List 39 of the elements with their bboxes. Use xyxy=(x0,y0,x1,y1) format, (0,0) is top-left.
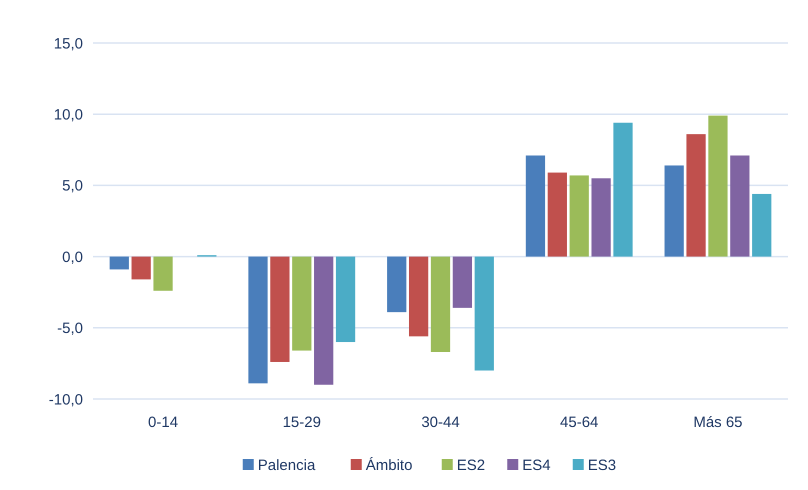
legend-label: Ámbito xyxy=(366,456,412,474)
bar xyxy=(153,256,173,291)
bar xyxy=(132,256,151,280)
bar xyxy=(292,256,312,351)
y-tick-label: -5,0 xyxy=(57,320,83,338)
bar xyxy=(526,155,546,257)
bar xyxy=(591,178,611,257)
bar xyxy=(613,122,633,257)
bar xyxy=(452,256,472,308)
y-tick-label: 5,0 xyxy=(62,178,83,195)
legend-label: ES3 xyxy=(588,457,616,474)
bar xyxy=(570,175,589,257)
x-tick-label: 15-29 xyxy=(282,414,321,431)
y-tick-label: -10,0 xyxy=(48,391,83,408)
bar xyxy=(248,256,268,384)
x-tick-label: 45-64 xyxy=(560,414,598,431)
bar xyxy=(708,116,728,257)
bar xyxy=(548,172,567,257)
bar xyxy=(408,256,428,336)
bar xyxy=(474,256,494,371)
x-tick-label: Más 65 xyxy=(693,414,743,431)
y-tick-label: 10,0 xyxy=(54,106,83,124)
bar xyxy=(664,165,684,257)
bar xyxy=(110,256,129,270)
legend-label: ES4 xyxy=(522,457,551,474)
bar xyxy=(314,256,334,385)
bar xyxy=(730,155,750,257)
bar xyxy=(387,256,406,312)
x-tick-label: 0-14 xyxy=(148,414,178,431)
bar xyxy=(752,194,772,257)
y-tick-label: 15,0 xyxy=(54,35,83,52)
legend-label: Palencia xyxy=(258,457,316,474)
y-tick-label: 0,0 xyxy=(62,248,83,266)
bar xyxy=(336,256,356,342)
x-tick-label: 30-44 xyxy=(421,414,460,431)
bar xyxy=(270,256,290,362)
bar xyxy=(686,134,706,257)
bar xyxy=(430,256,450,352)
legend-label: ES2 xyxy=(456,457,486,474)
